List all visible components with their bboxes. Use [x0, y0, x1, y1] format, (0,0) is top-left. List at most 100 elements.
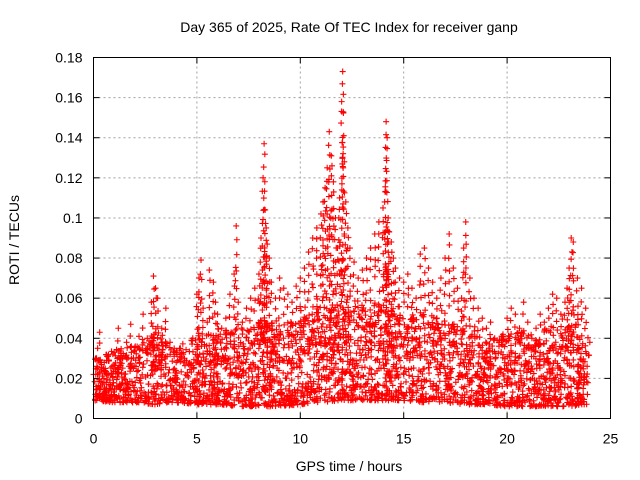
data-point: [307, 355, 314, 362]
data-point: [550, 332, 557, 339]
data-point: [474, 368, 481, 375]
data-point: [203, 363, 210, 370]
data-point: [340, 164, 347, 171]
data-point: [127, 343, 134, 350]
data-point: [446, 302, 453, 309]
data-point: [462, 218, 469, 225]
data-point: [223, 334, 230, 341]
data-point: [568, 291, 575, 298]
data-point: [426, 299, 433, 306]
data-point: [178, 368, 185, 375]
data-point: [505, 366, 512, 373]
data-point: [358, 364, 365, 371]
data-point: [191, 389, 198, 396]
data-point: [276, 322, 283, 329]
data-point: [171, 365, 178, 372]
data-point: [411, 328, 418, 335]
data-point: [223, 364, 230, 371]
data-point: [230, 304, 237, 311]
data-point: [368, 353, 375, 360]
data-point: [374, 380, 381, 387]
data-point: [364, 277, 371, 284]
data-point: [344, 293, 351, 300]
data-point: [297, 275, 304, 282]
data-point: [325, 193, 332, 200]
data-point: [127, 321, 134, 328]
data-point: [400, 279, 407, 286]
data-point: [579, 311, 586, 318]
data-point: [460, 258, 467, 265]
data-point: [284, 291, 291, 298]
data-point: [385, 291, 392, 298]
data-point: [155, 347, 162, 354]
data-point: [388, 249, 395, 256]
data-point: [489, 343, 496, 350]
data-point: [520, 299, 527, 306]
data-point: [323, 204, 330, 211]
data-point: [578, 315, 585, 322]
data-point: [546, 366, 553, 373]
data-point: [343, 210, 350, 217]
data-point: [367, 266, 374, 273]
x-tick-label: 0: [90, 431, 98, 447]
data-point: [557, 311, 564, 318]
data-point: [397, 364, 404, 371]
data-point: [466, 323, 473, 330]
data-point: [494, 393, 501, 400]
data-point: [293, 283, 300, 290]
data-point: [181, 362, 188, 369]
data-point: [154, 380, 161, 387]
data-point: [125, 392, 132, 399]
data-point: [248, 378, 255, 385]
data-point: [96, 340, 103, 347]
data-point: [483, 325, 490, 332]
data-point: [338, 180, 345, 187]
data-point: [222, 315, 229, 322]
data-point: [520, 368, 527, 375]
data-point: [162, 318, 169, 325]
data-point: [302, 304, 309, 311]
data-point: [354, 288, 361, 295]
data-point: [565, 390, 572, 397]
data-point: [162, 326, 169, 333]
data-point: [276, 295, 283, 302]
data-point: [415, 367, 422, 374]
data-point: [239, 331, 246, 338]
data-point: [183, 346, 190, 353]
data-point: [167, 339, 174, 346]
y-tick-label: 0.1: [63, 210, 83, 226]
data-point: [294, 331, 301, 338]
data-point: [289, 299, 296, 306]
data-point: [553, 318, 560, 325]
x-tick-label: 10: [293, 431, 309, 447]
data-point: [363, 255, 370, 262]
data-point: [289, 342, 296, 349]
data-point: [340, 150, 347, 157]
data-point: [158, 325, 165, 332]
data-point: [429, 300, 436, 307]
data-point: [570, 356, 577, 363]
data-point: [206, 267, 213, 274]
data-point: [340, 144, 347, 151]
data-point: [562, 372, 569, 379]
data-point: [376, 267, 383, 274]
data-point: [209, 289, 216, 296]
data-point: [376, 288, 383, 295]
data-point: [380, 204, 387, 211]
data-point: [446, 230, 453, 237]
data-point: [317, 254, 324, 261]
data-point: [245, 365, 252, 372]
data-point: [321, 288, 328, 295]
data-point: [366, 365, 373, 372]
data-point: [280, 344, 287, 351]
data-point: [355, 374, 362, 381]
data-point: [270, 362, 277, 369]
data-point: [323, 185, 330, 192]
data-point: [257, 259, 264, 266]
data-point: [231, 354, 238, 361]
data-point: [198, 276, 205, 283]
data-point: [362, 333, 369, 340]
data-point: [345, 280, 352, 287]
x-axis-label: GPS time / hours: [296, 458, 403, 474]
